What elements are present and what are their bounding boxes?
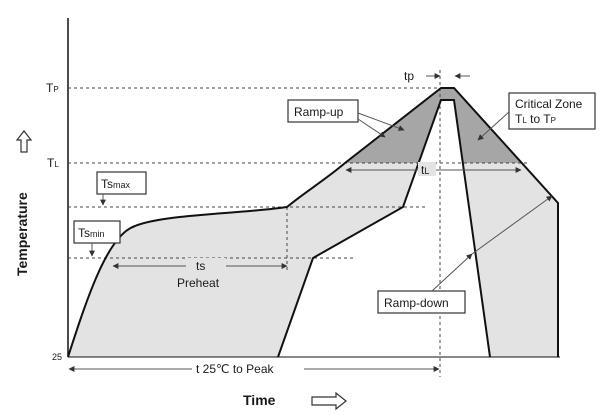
t25-to-peak-label: t 25℃ to Peak: [196, 362, 275, 376]
critical-zone-callout: [508, 92, 596, 130]
tp-interval-label: tp: [404, 69, 414, 83]
up-arrow-icon: [15, 130, 33, 153]
tsmin-label: Tsmin: [78, 226, 105, 240]
x-axis-title: Time: [243, 392, 276, 408]
ramp-down-label: Ramp-down: [384, 296, 449, 310]
tsmin-callout: [73, 220, 121, 244]
t25-axis-label: 25: [52, 352, 62, 362]
profile-inner-curve: [277, 99, 491, 358]
ramp-down-pointer-2: [471, 195, 553, 255]
ramp-up-pointer-left: [357, 118, 386, 138]
ramp-up-pointer-right: [357, 112, 405, 131]
tl-interval-label: tL: [421, 163, 429, 177]
ts-label-bg: [186, 258, 226, 288]
t25-label-bg: [192, 360, 304, 376]
tsmax-callout: [96, 171, 147, 195]
critical-zone-label: Critical Zone: [515, 97, 583, 111]
profile-outer-curve: [67, 87, 559, 358]
right-arrow-icon: [311, 391, 347, 411]
preheat-label: Preheat: [177, 276, 220, 290]
tp-axis-label: TP: [46, 81, 59, 95]
critical-zone-pointer: [477, 111, 510, 141]
ramp-down-pointer-1: [431, 253, 473, 292]
tsmax-label: Tsmax: [101, 177, 131, 191]
tl-axis-label: TL: [47, 156, 59, 170]
ts-label: ts: [196, 259, 205, 273]
ramp-up-label: Ramp-up: [294, 105, 344, 119]
ramp-down-callout: [377, 290, 466, 314]
tl-label-bg: [418, 162, 436, 176]
critical-zone-range-label: TL to TP: [515, 112, 556, 126]
ramp-up-callout: [287, 99, 359, 123]
y-axis-title: Temperature: [14, 192, 30, 276]
